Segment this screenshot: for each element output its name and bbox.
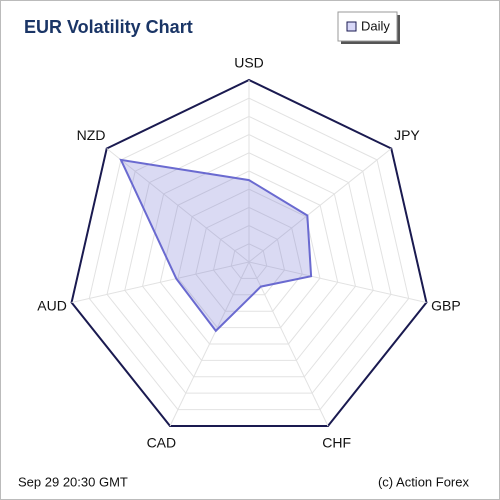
footer-left: Sep 29 20:30 GMT — [18, 474, 128, 489]
grid-ring — [230, 243, 268, 279]
spoke — [248, 261, 329, 427]
axis-label: NZD — [77, 127, 106, 143]
axis-label: AUD — [37, 298, 67, 314]
outer-ring — [70, 78, 428, 427]
grid-ring — [106, 115, 392, 394]
axis-label: GBP — [431, 298, 461, 314]
spoke — [71, 261, 250, 303]
legend-label: Daily — [361, 18, 390, 33]
grid-ring — [124, 134, 374, 378]
grid-ring — [195, 206, 303, 312]
grid-ring — [159, 170, 339, 345]
series-area — [119, 158, 313, 333]
legend-swatch — [346, 21, 357, 32]
grid-ring — [141, 152, 357, 361]
axis-label: JPY — [394, 127, 420, 143]
spoke — [169, 261, 250, 427]
spoke — [248, 148, 392, 263]
footer-right: (c) Action Forex — [378, 474, 470, 489]
axis-label: CAD — [147, 435, 177, 451]
grid-ring — [88, 97, 410, 411]
spoke — [106, 148, 250, 263]
chart-title: EUR Volatility Chart — [24, 17, 193, 37]
spoke — [248, 261, 427, 303]
grid-ring — [212, 225, 286, 296]
axis-label: USD — [234, 55, 264, 71]
axis-label: CHF — [322, 435, 351, 451]
